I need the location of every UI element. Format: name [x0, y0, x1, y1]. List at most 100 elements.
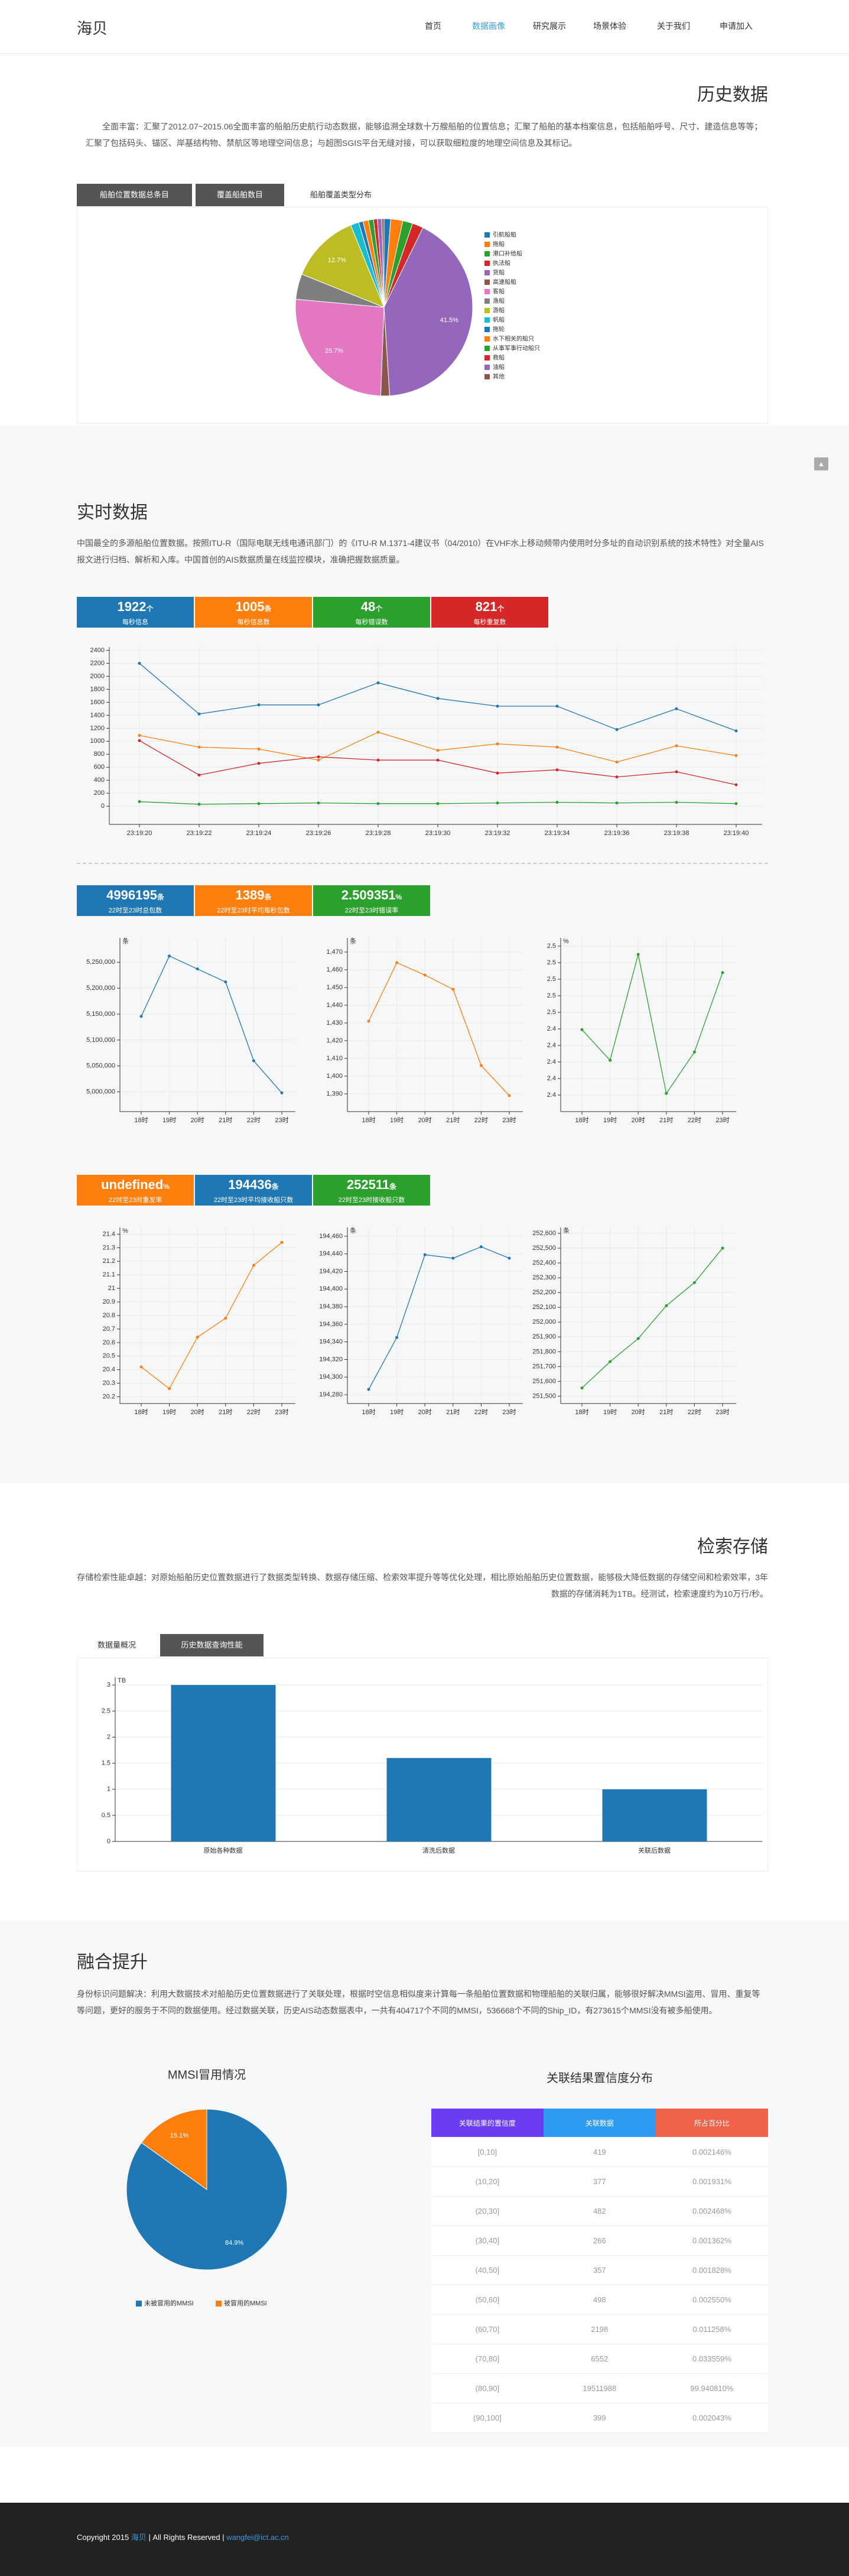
table-row: (90,100] 399 0.002043% [431, 2403, 768, 2433]
x-tick-label: 23:19:28 [366, 830, 391, 837]
stat-label: 22时至23时错误率 [344, 907, 399, 914]
nav-item[interactable]: 关于我们 [657, 21, 690, 31]
nav-item[interactable]: 场景体验 [593, 21, 626, 31]
y-tick-label: 2.5 [102, 1707, 110, 1714]
table-cell: (50,60] [431, 2285, 544, 2315]
legend-label: 帆船 [493, 316, 505, 324]
point [665, 1092, 668, 1095]
y-tick-label: 21.2 [103, 1258, 115, 1265]
y-tick-label: 20.8 [103, 1312, 115, 1319]
chart: MMSI冒用情况 84.9% 15.1% 未被冒用的MMSI 被冒用的MMSI [126, 2068, 288, 2307]
table-cell: (10,20] [431, 2166, 544, 2197]
y-tick-label: 5,000,000 [86, 1089, 115, 1096]
point [451, 987, 455, 991]
x-tick-label: 18时 [575, 1408, 588, 1416]
y-tick-label: 252,600 [532, 1230, 556, 1237]
x-tick-label: 21时 [446, 1116, 460, 1124]
stat-label: 22时至23时平均接收船只数 [213, 1197, 294, 1204]
stat-unit: 条 [271, 1183, 279, 1191]
stat-value: 194436条 [195, 1175, 312, 1196]
section-title: 检索存储 [697, 1537, 768, 1557]
table-row: [0,10] 419 0.002146% [431, 2137, 768, 2167]
logo[interactable]: 海贝 [77, 20, 108, 37]
y-tick-label: 194,300 [319, 1373, 343, 1380]
table-cell: 0.002468% [655, 2196, 768, 2226]
table-row: (40,50] 357 0.001828% [431, 2255, 768, 2285]
stat-value: 1389条 [195, 885, 312, 906]
y-tick-label: 2.5 [547, 959, 556, 966]
table-title: 关联结果置信度分布 [547, 2072, 653, 2085]
y-tick-label: 1600 [90, 699, 105, 706]
slice-label: 15.1% [170, 2132, 188, 2139]
tab[interactable]: 船舶覆盖类型分布 [288, 184, 394, 206]
table-cell: 99.940810% [655, 2373, 768, 2403]
tab[interactable]: 覆盖船舶数目 [196, 184, 284, 206]
slice-label: 12.7% [328, 256, 346, 264]
table-header-row: 关联结果的置信度 关联数据 所占百分比 [431, 2109, 768, 2138]
point [257, 703, 261, 707]
stat-number: 2.509351 [341, 888, 396, 902]
nav-item[interactable]: 研究展示 [533, 21, 566, 31]
legend-swatch [484, 242, 490, 247]
table-cell: (30,40] [431, 2226, 544, 2256]
y-tick-label: 20.3 [103, 1380, 115, 1387]
x-tick-label: 清洗后数据 [422, 1846, 455, 1854]
section-title: 融合提升 [77, 1953, 148, 1972]
x-tick-label: 23时 [275, 1408, 288, 1416]
table-cell: (90,100] [431, 2403, 544, 2433]
y-tick-label: 251,500 [532, 1392, 556, 1399]
y-tick-label: 2.5 [547, 992, 556, 999]
email-link[interactable]: wangfei@ict.ac.cn [226, 2533, 289, 2542]
legend-swatch [484, 308, 490, 313]
x-tick-label: 22时 [474, 1408, 488, 1416]
chart: 41.5% 25.7% 12.7% 引航船舶拖船港口补给船执法船货船高速船舶客船渔船游… [295, 218, 540, 397]
point [496, 742, 499, 746]
nav-item[interactable]: 申请加入 [720, 21, 753, 31]
stat-label: 22时至23时平均每秒包数 [217, 907, 290, 914]
table-cell: 6552 [543, 2344, 656, 2374]
point [138, 800, 141, 804]
legend-swatch [484, 298, 490, 304]
table-header-cell: 所占百分比 [655, 2109, 768, 2138]
y-tick-label: 5,150,000 [86, 1011, 115, 1018]
point [224, 1317, 227, 1320]
stat-number: 48 [360, 599, 376, 614]
y-tick-label: 5,250,000 [86, 959, 115, 966]
nav-item[interactable]: 首页 [425, 21, 441, 31]
x-tick-label: 20时 [418, 1408, 432, 1416]
scroll-top-button[interactable]: ▲ [814, 457, 828, 470]
tab[interactable]: 历史数据查询性能 [160, 1634, 264, 1656]
table-cell: 0.002550% [655, 2285, 768, 2315]
y-axis-label: 条 [122, 937, 129, 945]
table-cell: 0.033559% [655, 2344, 768, 2374]
legend-swatch [136, 2301, 142, 2307]
point [436, 758, 440, 762]
stat-unit: 个 [146, 605, 154, 613]
chart: 0 0.5 1 1.5 2 2.5 3 TB 原始各种数据 清洗后数据 关联后数据 [102, 1677, 762, 1854]
stat-box: 48个 每秒错误数 [313, 597, 430, 628]
y-tick-label: 1,420 [326, 1037, 343, 1044]
brand-link[interactable]: 海贝 [131, 2533, 147, 2542]
tab[interactable]: 船舶位置数据总条目 [77, 184, 192, 206]
x-tick-label: 19时 [390, 1116, 404, 1124]
table-cell: [0,10] [431, 2137, 544, 2167]
x-tick-label: 20时 [632, 1408, 645, 1416]
nav-item[interactable]: 数据画像 [472, 21, 505, 31]
point [675, 801, 678, 804]
point [734, 783, 738, 787]
y-tick-label: 1,460 [326, 966, 343, 973]
tab[interactable]: 数据量概况 [77, 1634, 157, 1656]
stat-unit: 个 [375, 605, 383, 613]
point [479, 1064, 483, 1067]
stat-label: 每秒信息 [122, 619, 148, 626]
chart: 251,500 251,600 251,700 251,800 251,900 252,0… [532, 1226, 736, 1416]
paragraph: 全面丰富：汇聚了2012.07~2015.06全面丰富的船舶历史航行动态数据，能… [86, 122, 763, 148]
y-tick-label: 251,700 [532, 1363, 556, 1370]
y-axis-label: % [122, 1227, 128, 1235]
y-tick-label: 252,000 [532, 1318, 556, 1326]
y-tick-label: 2200 [90, 660, 105, 667]
legend-label: 执法船 [493, 259, 510, 267]
point [609, 1058, 612, 1062]
y-tick-label: 0.5 [102, 1812, 110, 1819]
paragraph: 身份标识问题解决：利用大数据技术对船舶历史位置数据进行了关联处理，根据时空信息相… [77, 1989, 760, 2015]
